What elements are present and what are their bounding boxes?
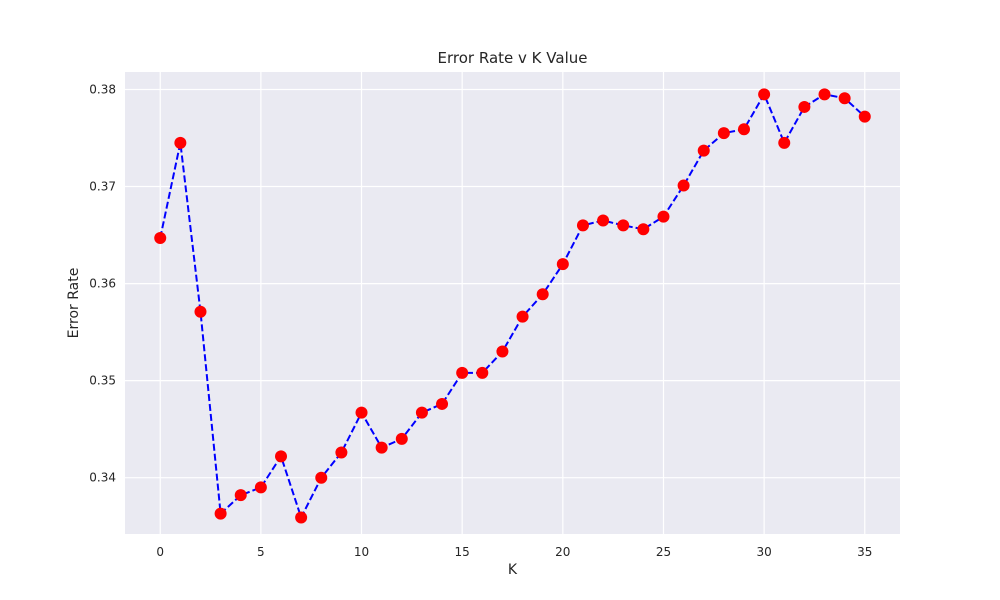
- data-point: [436, 397, 449, 410]
- data-point: [335, 446, 348, 459]
- x-tick-label: 15: [455, 545, 470, 559]
- data-point: [617, 219, 630, 232]
- data-point: [375, 441, 388, 454]
- y-tick-label: 0.34: [89, 471, 116, 485]
- x-tick-label: 25: [656, 545, 671, 559]
- data-point: [476, 366, 489, 379]
- series-line: [159, 92, 866, 521]
- series-error-rate: [154, 88, 871, 524]
- data-point: [576, 219, 589, 232]
- data-point: [758, 88, 771, 101]
- data-point: [798, 100, 811, 113]
- data-point: [697, 144, 710, 157]
- data-point: [858, 110, 871, 123]
- y-tick-label: 0.37: [89, 180, 116, 194]
- y-axis-label: Error Rate: [66, 268, 82, 339]
- data-point: [657, 210, 670, 223]
- y-tick-label: 0.35: [89, 374, 116, 388]
- x-axis-label: K: [508, 562, 518, 578]
- y-tick-labels: 0.34 0.35 0.36 0.37 0.38: [89, 82, 116, 484]
- data-point: [717, 127, 730, 140]
- x-tick-label: 10: [354, 545, 369, 559]
- data-point: [295, 511, 308, 524]
- data-point: [194, 305, 207, 318]
- data-point: [234, 489, 247, 502]
- x-tick-labels: 0 5 10 15 20 25 30 35: [156, 545, 872, 559]
- y-tick-label: 0.38: [89, 82, 116, 96]
- data-point: [536, 288, 549, 301]
- data-point: [456, 366, 469, 379]
- data-point: [254, 481, 267, 494]
- data-point: [174, 136, 187, 149]
- data-point: [597, 214, 610, 227]
- x-tick-label: 0: [156, 545, 164, 559]
- x-tick-label: 20: [555, 545, 570, 559]
- data-point: [778, 136, 791, 149]
- x-tick-label: 35: [857, 545, 872, 559]
- data-point: [275, 450, 288, 463]
- data-point: [415, 406, 428, 419]
- data-point: [737, 123, 750, 136]
- data-point: [838, 92, 851, 105]
- data-point: [496, 345, 509, 358]
- chart-title: Error Rate v K Value: [438, 49, 588, 67]
- x-tick-label: 30: [756, 545, 771, 559]
- data-point: [818, 88, 831, 101]
- data-point: [516, 310, 529, 323]
- data-point: [214, 507, 227, 520]
- data-point: [677, 179, 690, 192]
- data-point: [154, 231, 167, 244]
- plot-area: [125, 72, 900, 534]
- data-point: [355, 406, 368, 419]
- data-point: [556, 258, 569, 271]
- x-tick-label: 5: [257, 545, 265, 559]
- data-point: [395, 432, 408, 445]
- y-tick-label: 0.36: [89, 277, 116, 291]
- data-point: [637, 223, 650, 236]
- grid-lines: [125, 72, 900, 534]
- data-point: [315, 471, 328, 484]
